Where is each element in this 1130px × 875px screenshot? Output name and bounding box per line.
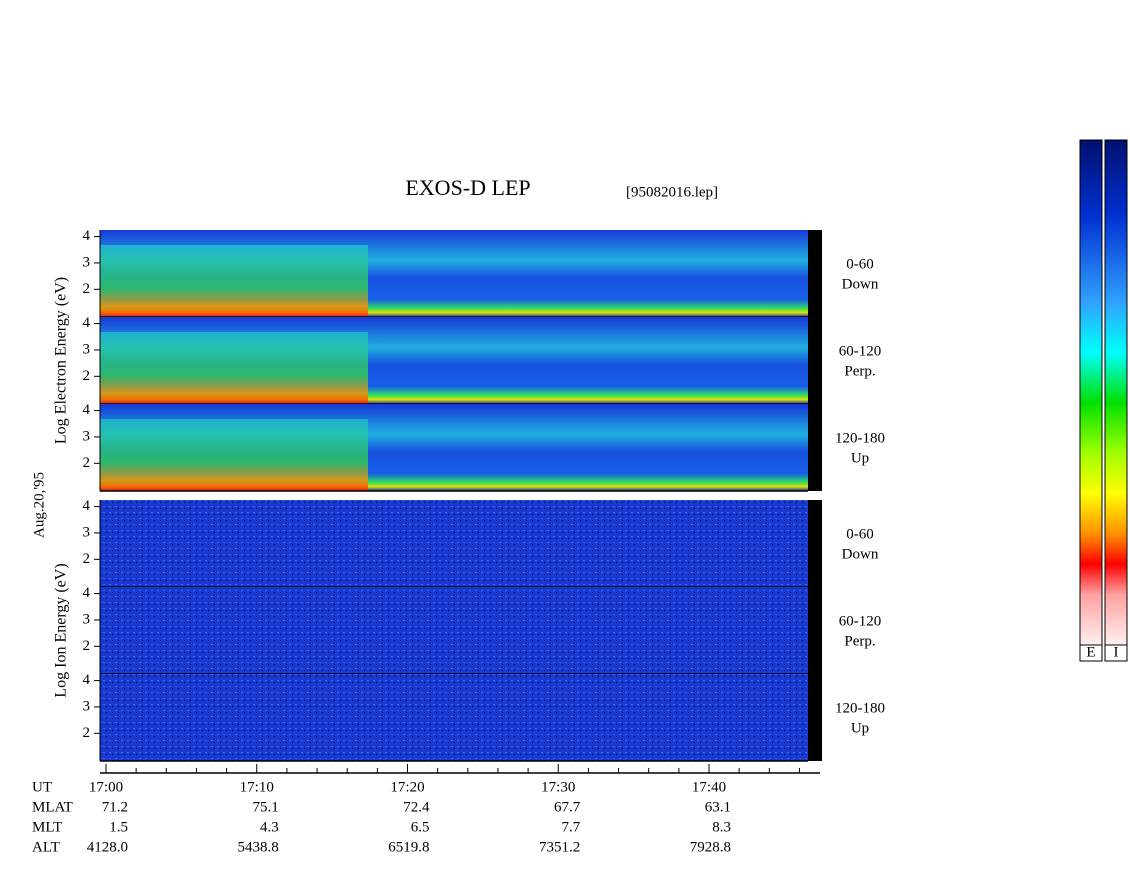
orbit-value: 72.4 [403,799,430,815]
panel-label: 120-180 [835,700,885,716]
y-axis-label: Log Ion Energy (eV) [53,563,70,697]
data-gap [808,500,822,587]
spectrogram-burst [100,245,368,317]
colorbar-label-box [1079,644,1103,662]
orbit-value: 75.1 [253,799,279,815]
data-gap [808,404,822,491]
orbit-value: 63.1 [705,799,731,815]
orbit-value: 6.5 [411,819,430,835]
y-tick-label: 3 [83,341,91,357]
panel-label: 60-120 [839,613,882,629]
data-gap [808,230,822,317]
orbit-value: 7928.8 [690,839,731,855]
colorbar-label: I [1114,644,1119,660]
spectrogram [100,587,808,674]
colorbar [1079,139,1103,646]
y-tick-label: 2 [83,725,91,741]
colorbar-label: E [1086,644,1095,660]
panel-sublabel: Down [842,546,879,562]
panel-label: 0-60 [846,526,874,542]
row-name: UT [32,779,52,795]
y-tick-label: 2 [83,368,91,384]
orbit-value: 67.7 [554,799,581,815]
y-tick-label: 3 [83,428,91,444]
y-tick-label: 3 [83,611,91,627]
orbit-value: 7.7 [562,819,581,835]
data-gap [808,674,822,761]
x-tick-label: 17:20 [390,779,424,795]
y-tick-label: 3 [83,698,91,714]
date: Aug.20,'95 [31,472,47,538]
panel-sublabel: Up [851,450,869,466]
orbit-value: 8.3 [712,819,731,835]
x-tick-label: 17:10 [240,779,274,795]
y-tick-label: 4 [83,228,91,244]
panel-label: 60-120 [839,343,882,359]
panel-sublabel: Perp. [844,363,875,379]
y-tick-label: 4 [83,585,91,601]
data-gap [808,587,822,674]
orbit-value: 4128.0 [87,839,128,855]
y-tick-label: 3 [83,254,91,270]
panel-sublabel: Up [851,720,869,736]
panel-label: 0-60 [846,256,874,272]
x-tick-label: 17:00 [89,779,123,795]
spectrogram [100,500,808,587]
y-tick-label: 3 [83,524,91,540]
file-name: [95082016.lep] [626,184,718,200]
chart-title: EXOS-D LEP [405,175,530,200]
y-tick-label: 4 [83,498,91,514]
x-tick-label: 17:30 [541,779,575,795]
orbit-value: 5438.8 [238,839,279,855]
y-tick-label: 2 [83,281,91,297]
row-name: MLAT [32,799,73,815]
row-name: ALT [32,839,60,855]
row-name: MLT [32,819,62,835]
orbit-value: 71.2 [102,799,128,815]
y-tick-label: 2 [83,638,91,654]
panel-sublabel: Down [842,276,879,292]
y-tick-label: 4 [83,672,91,688]
panel-sublabel: Perp. [844,633,875,649]
panel-label: 120-180 [835,430,885,446]
orbit-value: 1.5 [109,819,128,835]
colorbar [1104,139,1128,646]
orbit-value: 6519.8 [388,839,429,855]
spectrogram-burst [100,332,368,404]
data-gap [808,317,822,404]
orbit-value: 7351.2 [539,839,580,855]
y-tick-label: 4 [83,402,91,418]
orbit-value: 4.3 [260,819,279,835]
y-tick-label: 4 [83,315,91,331]
y-tick-label: 2 [83,551,91,567]
spectrogram [100,674,808,761]
spectrogram-burst [100,419,368,491]
colorbar-label-box [1104,644,1128,662]
y-axis-label: Log Electron Energy (eV) [53,277,70,444]
x-tick-label: 17:40 [692,779,726,795]
y-tick-label: 2 [83,455,91,471]
